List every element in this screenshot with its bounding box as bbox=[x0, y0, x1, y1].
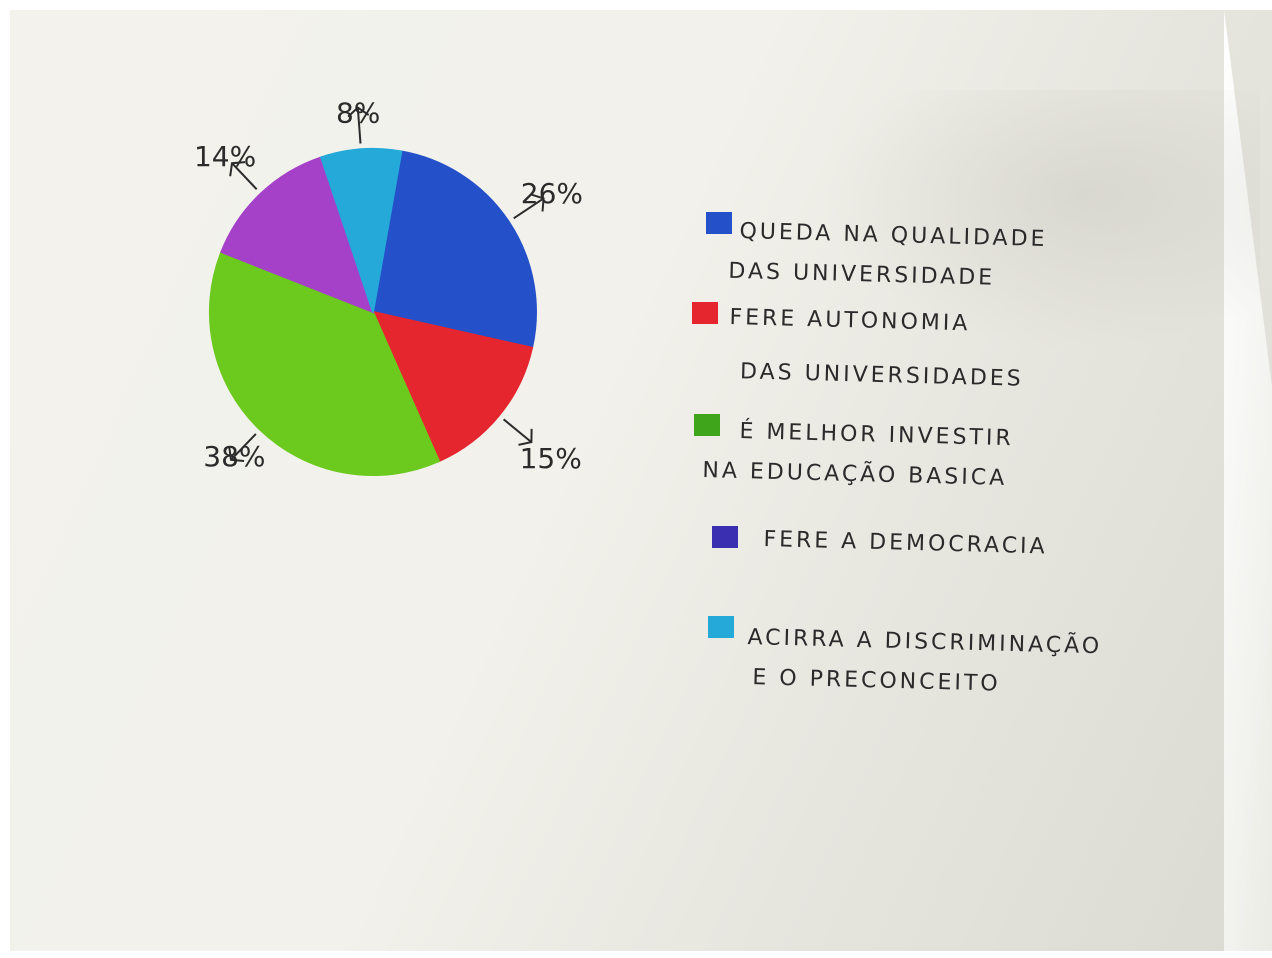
paper-sheet bbox=[10, 10, 1272, 951]
pie-slice bbox=[319, 148, 403, 313]
pie-percent-labels: 26% 15% 38% 14% 8% bbox=[194, 97, 583, 475]
frame-border-left bbox=[0, 0, 10, 958]
legend-swatch bbox=[694, 414, 720, 436]
legend-label: É MELHOR INVESTIR NA EDUCAÇÃO BASICA bbox=[702, 412, 1014, 499]
legend-label: FERE A DEMOCRACIA bbox=[763, 520, 1048, 567]
pie-percent-label: 14% bbox=[194, 140, 256, 173]
callout-line bbox=[502, 418, 533, 443]
legend-label: FERE AUTONOMIA DAS UNIVERSIDADES bbox=[728, 298, 1026, 400]
legend-label-line2: NA EDUCAÇÃO BASICA bbox=[702, 458, 1008, 492]
legend-label-line1: FERE AUTONOMIA bbox=[729, 304, 971, 337]
callout-arrowhead bbox=[229, 161, 246, 177]
pie-callouts bbox=[228, 106, 545, 462]
legend-swatch bbox=[708, 616, 734, 638]
pie-slice bbox=[371, 310, 534, 463]
pie-percent-label: 38% bbox=[203, 440, 265, 473]
callout-line bbox=[356, 107, 362, 144]
frame-border-top bbox=[0, 0, 1272, 10]
callout-arrowhead bbox=[228, 446, 245, 462]
legend-swatch bbox=[706, 212, 732, 234]
callout-line bbox=[231, 162, 258, 190]
pie-slice bbox=[220, 156, 375, 314]
legend-label-line2: DAS UNIVERSIDADE bbox=[728, 258, 996, 291]
legend-label-line2: DAS UNIVERSIDADES bbox=[739, 359, 1025, 392]
callout-line bbox=[513, 197, 545, 220]
callout-arrowhead bbox=[347, 106, 370, 118]
pie-percent-label: 8% bbox=[336, 97, 380, 130]
pie-slice bbox=[208, 250, 441, 476]
legend-label: ACIRRA A DISCRIMINAÇÃO E O PRECONCEITO bbox=[746, 618, 1103, 707]
legend-label: QUEDA NA QUALIDADE DAS UNIVERSIDADE bbox=[728, 212, 1048, 300]
pie-percent-label: 15% bbox=[520, 442, 582, 475]
paper-shadow bbox=[820, 90, 1260, 350]
legend-swatch bbox=[692, 302, 718, 324]
callout-arrowhead bbox=[530, 193, 545, 212]
callout-line bbox=[230, 433, 257, 461]
legend-label-line1: FERE A DEMOCRACIA bbox=[763, 526, 1048, 560]
pie-percent-label: 26% bbox=[521, 177, 583, 210]
legend-swatch bbox=[712, 526, 738, 548]
pie-slice bbox=[371, 150, 537, 349]
callout-arrowhead bbox=[518, 428, 533, 446]
frame-border-bottom bbox=[0, 951, 1272, 958]
pie-slices bbox=[208, 148, 537, 476]
